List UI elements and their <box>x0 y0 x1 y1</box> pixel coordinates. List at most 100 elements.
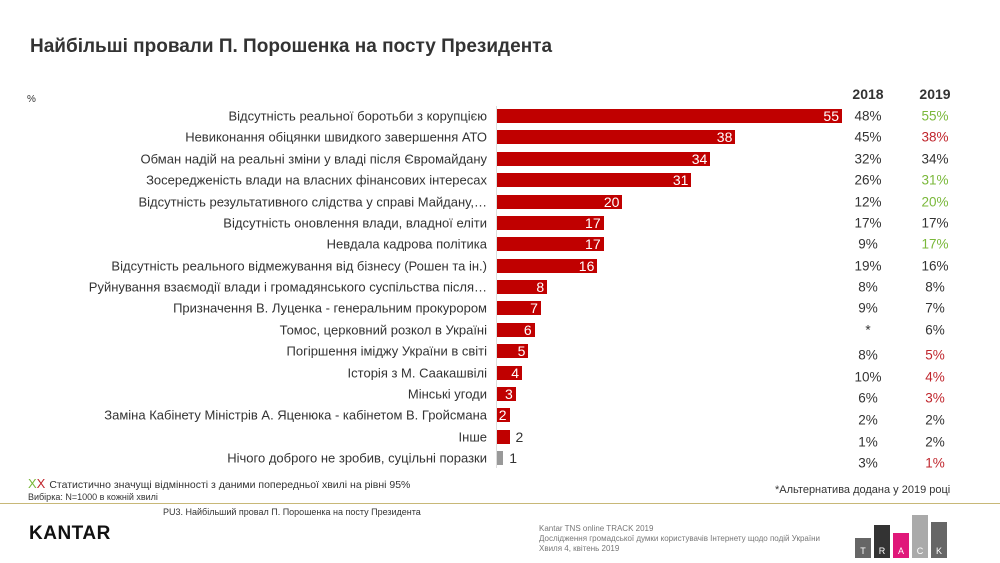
category-label: Погіршення іміджу України в світі <box>286 343 488 359</box>
bar-value-label: 38 <box>716 129 733 146</box>
value-2018: 9% <box>858 300 878 316</box>
bar-value-label: 8 <box>536 279 545 295</box>
category-label: Відсутність результативного слідства у с… <box>138 194 487 209</box>
category-label: Зосередженість влади на власних фінансов… <box>146 172 487 188</box>
bar-value-label: 16 <box>578 257 595 274</box>
category-label: Відсутність оновлення влади, владної елі… <box>223 215 487 231</box>
bar <box>497 173 692 188</box>
unit-label: % <box>27 94 36 105</box>
source-line: Хвиля 4, квітень 2019 <box>539 544 620 553</box>
bar <box>497 280 548 294</box>
alternative-note: *Альтернатива додана у 2019 році <box>775 484 950 496</box>
value-2019: 2% <box>925 434 945 450</box>
bar <box>497 258 598 273</box>
bar <box>497 215 604 230</box>
bar <box>497 194 623 209</box>
question-text: PU3. Найбільший провал П. Порошенка на п… <box>163 507 421 517</box>
source-line: Kantar TNS online TRACK 2019 <box>539 524 654 533</box>
value-2019: 4% <box>925 369 945 384</box>
bar-value-label: 3 <box>505 385 513 402</box>
bar-value-label: 5 <box>517 343 526 360</box>
bar <box>497 151 711 166</box>
value-2018: 2% <box>858 412 878 428</box>
value-2019: 31% <box>921 172 949 188</box>
value-2019: 3% <box>925 390 945 406</box>
bar <box>497 429 510 444</box>
bar <box>497 109 842 123</box>
value-2018: 48% <box>854 108 882 124</box>
bar <box>497 237 604 252</box>
bar <box>497 130 736 145</box>
bar-value-label: 4 <box>511 364 520 381</box>
bar <box>497 365 523 380</box>
bar-value-label: 55 <box>823 108 839 124</box>
value-2018: 10% <box>854 369 882 384</box>
value-2018: 32% <box>854 151 882 167</box>
value-2019: 6% <box>925 322 945 338</box>
bar-value-label: 34 <box>691 150 708 167</box>
value-2019: 16% <box>921 258 949 274</box>
category-label: Обман надій на реальні зміни у владі піс… <box>140 151 488 167</box>
category-label: Невиконання обіцянки швидкого завершення… <box>185 129 487 145</box>
value-2019: 20% <box>921 194 949 209</box>
axis-line <box>496 106 497 468</box>
value-2019: 38% <box>921 129 949 145</box>
value-2019: 34% <box>921 151 949 167</box>
value-2018: 9% <box>858 236 878 252</box>
bar-value-label: 20 <box>603 193 620 210</box>
value-2018: 12% <box>854 194 882 209</box>
category-label: Відсутність реальної боротьби з корупціє… <box>228 108 487 124</box>
bar-value-label: 17 <box>585 236 601 253</box>
track-letter: A <box>893 533 909 558</box>
value-2019: 17% <box>921 215 949 231</box>
legend-mark: XX <box>28 476 46 491</box>
bar-value-label: 7 <box>530 300 538 317</box>
significance-legend: XX Статистично значущі відмінності з дани… <box>28 477 410 492</box>
category-label: Заміна Кабінету Міністрів А. Яценюка - к… <box>104 407 487 423</box>
value-2018: 6% <box>858 390 878 406</box>
track-letter: K <box>931 522 947 558</box>
bar-value-label: 2 <box>515 428 524 445</box>
legend-text: Статистично значущі відмінності з даними… <box>49 479 411 491</box>
value-2018: 45% <box>854 129 882 145</box>
track-letter: T <box>855 538 871 558</box>
bar <box>497 322 535 337</box>
sample-note: Вибірка: N=1000 в кожній хвилі <box>28 492 158 502</box>
value-2018: 26% <box>854 172 882 188</box>
value-2018: 19% <box>854 258 882 274</box>
value-2019: 5% <box>925 347 945 363</box>
category-label: Мінські угоди <box>407 386 487 402</box>
source-info: Kantar TNS online TRACK 2019 Дослідження … <box>539 524 820 554</box>
bar <box>497 451 504 465</box>
category-label: Томос, церковний розкол в Україні <box>279 322 487 338</box>
value-2019: 7% <box>925 300 945 316</box>
value-2018: * <box>865 322 871 338</box>
source-line: Дослідження громадської думки користувач… <box>539 534 820 543</box>
divider <box>0 503 1000 504</box>
bar-value-label: 31 <box>672 172 689 189</box>
value-2018: 3% <box>858 455 878 471</box>
value-2018: 8% <box>858 279 878 295</box>
value-2018: 1% <box>858 434 878 450</box>
category-label: Призначення В. Луценка - генеральним про… <box>173 300 487 316</box>
bar <box>497 408 510 423</box>
category-label: Інше <box>458 429 487 445</box>
note-star: * <box>775 484 780 496</box>
value-2019: 55% <box>921 108 949 124</box>
bar <box>497 344 529 359</box>
category-label: Нічого доброго не зробив, суцільні пораз… <box>227 450 487 466</box>
bar-value-label: 6 <box>523 321 532 338</box>
category-label: Історія з М. Саакашвілі <box>347 365 487 380</box>
value-2019: 17% <box>921 236 949 252</box>
bar-value-label: 1 <box>509 450 518 466</box>
track-letter: R <box>874 525 890 558</box>
value-2018: 17% <box>854 215 882 231</box>
bar-value-label: 17 <box>585 214 601 231</box>
value-2019: 2% <box>925 412 945 428</box>
category-label: Невдала кадрова політика <box>326 236 487 252</box>
category-label: Відсутність реального відмежування від б… <box>111 258 487 274</box>
note-text: Альтернатива додана у 2019 році <box>779 484 951 496</box>
category-label: Руйнування взаємодії влади і громадянськ… <box>88 279 487 295</box>
bar <box>497 386 516 401</box>
